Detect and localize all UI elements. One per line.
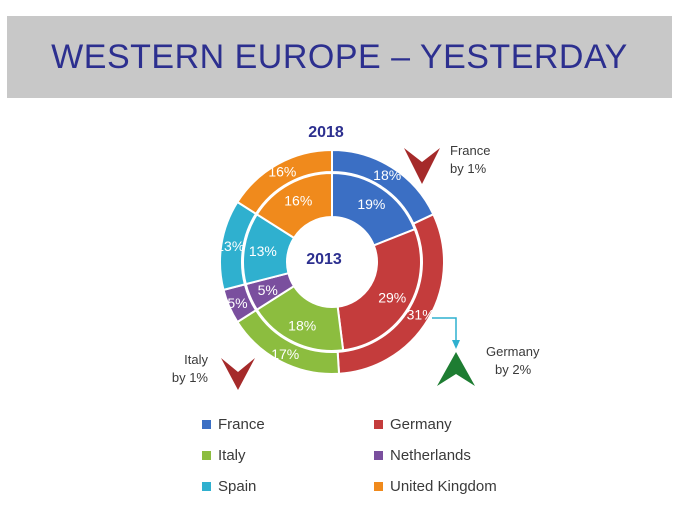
slice-label-2013-spain: 13% (249, 243, 277, 259)
germany-connector (432, 317, 457, 346)
legend-item-germany: Germany (374, 416, 452, 433)
slice-label-2018-netherlands: 5% (227, 295, 247, 311)
legend-swatch (202, 482, 211, 491)
slice-label-2013-france: 19% (357, 196, 385, 212)
legend-item-netherlands: Netherlands (374, 447, 471, 464)
annotation-france: France by 1% (450, 143, 490, 176)
title-bar: WESTERN EUROPE – YESTERDAY (7, 16, 672, 98)
annotation-italy: Italy by 1% (172, 352, 209, 385)
annotation-germany-change: by 2% (495, 362, 532, 377)
slice-label-2013-united-kingdom: 16% (284, 193, 312, 209)
legend-label: Netherlands (390, 447, 471, 464)
annotation-germany-name: Germany (486, 344, 540, 359)
legend-item-united-kingdom: United Kingdom (374, 478, 497, 495)
inner-ring-label: 2013 (306, 251, 342, 268)
legend-label: Germany (390, 416, 452, 433)
slide-title: WESTERN EUROPE – YESTERDAY (51, 37, 628, 76)
slice-label-2013-netherlands: 5% (258, 282, 278, 298)
legend-item-italy: Italy (202, 447, 246, 464)
legend-label: Italy (218, 447, 246, 464)
slice-label-2013-italy: 18% (288, 317, 316, 333)
slice-label-2018-spain: 13% (216, 238, 244, 254)
slice-2013-germany (336, 227, 422, 352)
germany-up-arrow-icon (437, 352, 475, 386)
italy-down-arrow-icon (221, 358, 255, 390)
slice-label-2018-germany: 31% (407, 306, 435, 322)
legend-swatch (202, 420, 211, 429)
germany-connector-arrowhead (452, 340, 460, 349)
legend-swatch (374, 482, 383, 491)
outer-ring-label: 2018 (308, 124, 344, 141)
slice-label-2018-italy: 17% (271, 346, 299, 362)
legend-label: United Kingdom (390, 478, 497, 495)
legend-item-france: France (202, 416, 265, 433)
slice-label-2018-france: 18% (373, 167, 401, 183)
legend-item-spain: Spain (202, 478, 256, 495)
slice-label-2013-germany: 29% (378, 290, 406, 306)
legend-swatch (202, 451, 211, 460)
legend-swatch (374, 420, 383, 429)
legend-swatch (374, 451, 383, 460)
slice-2013-united-kingdom (255, 171, 333, 240)
slice-label-2018-united-kingdom: 16% (268, 164, 296, 180)
legend-label: Spain (218, 478, 257, 495)
france-down-arrow-icon (404, 148, 440, 184)
legend-label: France (218, 416, 265, 433)
